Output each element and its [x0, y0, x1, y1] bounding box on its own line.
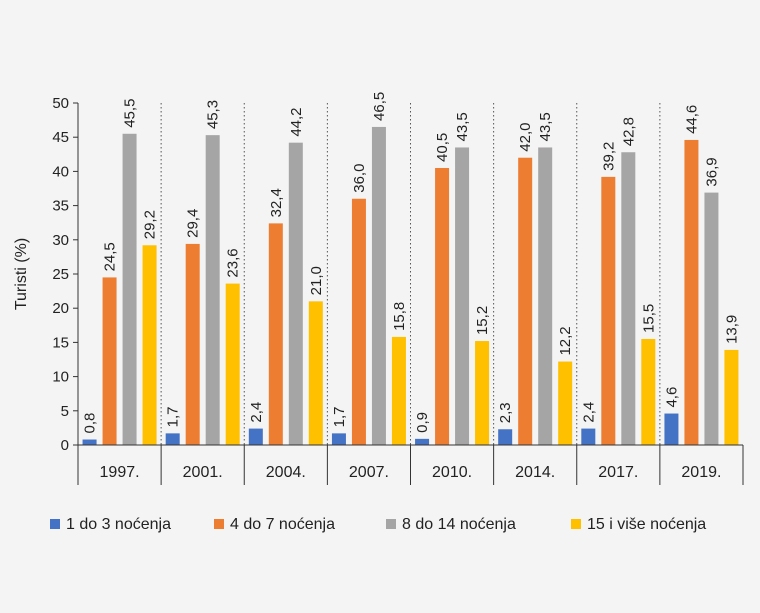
bar	[185, 243, 200, 445]
bar	[724, 349, 739, 445]
bar	[351, 198, 366, 445]
y-tick-label: 15	[52, 334, 69, 351]
bar	[225, 283, 240, 445]
bar	[518, 157, 533, 445]
y-tick-label: 45	[52, 129, 69, 146]
data-label: 13,9	[723, 315, 740, 344]
x-tick-label: 1997.	[100, 464, 140, 481]
data-label: 43,5	[454, 112, 471, 141]
bar	[268, 223, 283, 445]
data-label: 1,7	[165, 407, 182, 428]
bar	[82, 439, 97, 445]
y-tick-label: 0	[61, 437, 69, 454]
data-label: 15,5	[640, 304, 657, 333]
data-label: 44,6	[683, 105, 700, 134]
value-labels: 0,8 24,5 45,5 29,2 1,7 29,4 45,3 23,6 2,4 32,4 44,…	[82, 92, 741, 434]
bar	[475, 341, 490, 445]
data-label: 1,7	[331, 407, 348, 428]
x-tick-label: 2004.	[266, 464, 306, 481]
data-label: 32,4	[268, 188, 285, 217]
data-label: 24,5	[102, 242, 119, 271]
bar	[538, 147, 553, 445]
legend-label: 1 do 3 noćenja	[66, 516, 171, 533]
bar	[308, 301, 323, 445]
bar	[165, 433, 180, 445]
x-tick-label: 2017.	[598, 464, 638, 481]
x-tick-label: 2010.	[432, 464, 472, 481]
legend-swatch	[50, 519, 60, 529]
legend-swatch	[571, 519, 581, 529]
data-label: 42,0	[517, 123, 534, 152]
bar	[371, 126, 386, 445]
bar	[122, 133, 137, 445]
bar	[248, 428, 263, 445]
bar	[704, 192, 719, 445]
data-label: 2,4	[248, 402, 265, 423]
data-label: 29,2	[142, 210, 159, 239]
data-label: 43,5	[537, 112, 554, 141]
data-label: 15,8	[391, 302, 408, 331]
bar	[415, 438, 430, 445]
data-label: 45,5	[122, 99, 139, 128]
bar	[558, 361, 573, 445]
data-label: 44,2	[288, 107, 305, 136]
bar	[288, 142, 303, 445]
y-tick-label: 5	[61, 403, 69, 420]
data-label: 12,2	[557, 326, 574, 355]
bar	[102, 277, 117, 445]
bar	[455, 147, 470, 445]
data-label: 36,0	[351, 164, 368, 193]
y-tick-label: 20	[52, 300, 69, 317]
y-tick-label: 50	[52, 95, 69, 112]
bar	[435, 167, 450, 446]
data-label: 0,8	[82, 413, 99, 434]
bar	[498, 429, 513, 445]
x-tick-label: 2001.	[183, 464, 223, 481]
bar	[684, 139, 699, 445]
data-label: 42,8	[620, 117, 637, 146]
y-tick-label: 25	[52, 266, 69, 283]
bar	[391, 336, 406, 445]
data-label: 0,9	[414, 412, 431, 433]
y-axis-label: Turisti (%)	[13, 238, 30, 310]
data-label: 40,5	[434, 133, 451, 162]
data-label: 2,4	[580, 402, 597, 423]
legend-swatch	[214, 519, 224, 529]
bar	[664, 413, 679, 445]
data-label: 29,4	[185, 209, 202, 238]
bar	[601, 176, 616, 445]
data-label: 36,9	[703, 157, 720, 186]
legend-label: 15 i više noćenja	[587, 516, 706, 533]
x-tick-label: 2014.	[515, 464, 555, 481]
bar	[641, 338, 656, 445]
y-tick-label: 40	[52, 163, 69, 180]
bar	[621, 152, 636, 446]
x-axis: 1997. 2001. 2004. 2007. 2010. 2014. 2017. 2019.	[77, 444, 744, 485]
bar	[142, 245, 157, 445]
x-tick-label: 2007.	[349, 464, 389, 481]
y-tick-label: 35	[52, 198, 69, 215]
y-tick-label: 10	[52, 369, 69, 386]
legend-swatch	[386, 519, 396, 529]
data-label: 39,2	[600, 142, 617, 171]
bars	[82, 126, 739, 446]
data-label: 45,3	[205, 100, 222, 129]
legend-label: 8 do 14 noćenja	[402, 516, 516, 533]
data-label: 15,2	[474, 306, 491, 335]
y-axis: 0 5 10 15 20 25 30 35 40 45 50	[52, 95, 79, 454]
x-tick-label: 2019.	[681, 464, 721, 481]
bar	[581, 428, 596, 445]
legend: 1 do 3 noćenja 4 do 7 noćenja 8 do 14 noće…	[50, 516, 706, 533]
data-label: 4,6	[663, 387, 680, 408]
bar	[331, 433, 346, 445]
data-label: 21,0	[308, 266, 325, 295]
bar	[205, 135, 220, 445]
legend-label: 4 do 7 noćenja	[230, 516, 335, 533]
data-label: 23,6	[225, 248, 242, 277]
category-separators	[160, 103, 661, 445]
data-label: 2,3	[497, 402, 514, 423]
data-label: 46,5	[371, 92, 388, 121]
y-tick-label: 30	[52, 232, 69, 249]
